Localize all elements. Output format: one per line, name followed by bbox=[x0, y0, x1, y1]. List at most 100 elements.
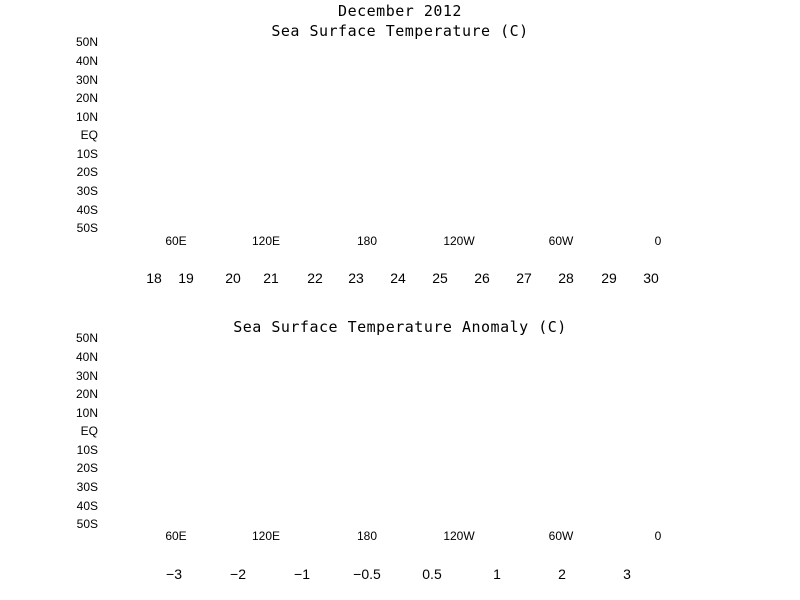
colorbar-swatch bbox=[366, 547, 433, 564]
lon-label: 0 bbox=[654, 234, 662, 248]
colorbar-swatch bbox=[440, 251, 484, 268]
colorbar-swatch bbox=[431, 547, 497, 564]
sst-band bbox=[108, 90, 691, 102]
lat-label: 50N bbox=[75, 331, 98, 345]
colorbar-label: 18 bbox=[146, 270, 162, 286]
anomaly-map bbox=[108, 336, 691, 524]
sst-band bbox=[108, 166, 691, 180]
colorbar-label: 23 bbox=[348, 270, 364, 286]
colorbar-swatch bbox=[565, 251, 609, 268]
anomaly-positive-strong bbox=[219, 342, 599, 479]
anomaly-negative-strong bbox=[150, 459, 651, 506]
anomaly-land bbox=[108, 336, 691, 524]
lat-label: 20N bbox=[75, 91, 98, 105]
lat-label: 20S bbox=[76, 165, 98, 179]
lat-label: 40S bbox=[76, 499, 98, 513]
sst-band bbox=[108, 196, 691, 228]
colorbar-swatch bbox=[107, 547, 174, 564]
colorbar-label: 1 bbox=[493, 566, 501, 582]
lon-label: 120E bbox=[251, 529, 281, 543]
colorbar-label: 20 bbox=[225, 270, 241, 286]
sst-band bbox=[108, 78, 691, 90]
colorbar-swatch bbox=[399, 251, 442, 268]
colorbar-swatch bbox=[274, 251, 317, 268]
lat-label: 20S bbox=[76, 461, 98, 475]
colorbar-label: 28 bbox=[558, 270, 574, 286]
anomaly-base bbox=[108, 336, 691, 524]
anomaly-colorbar bbox=[107, 547, 692, 564]
lat-label: EQ bbox=[80, 424, 98, 438]
sst-warm-region bbox=[115, 95, 690, 179]
colorbar-label: 0.5 bbox=[422, 566, 442, 582]
colorbar-swatch bbox=[315, 251, 359, 268]
lat-label: 30S bbox=[76, 480, 98, 494]
colorbar-swatch bbox=[357, 251, 400, 268]
lon-label: 60W bbox=[548, 529, 574, 543]
lon-label: 60E bbox=[165, 529, 187, 543]
sst-colorbar bbox=[107, 251, 692, 268]
colorbar-label: −3 bbox=[166, 566, 182, 582]
lat-label: 10S bbox=[76, 147, 98, 161]
colorbar-swatch bbox=[524, 251, 567, 268]
sst-map-frame bbox=[107, 39, 692, 229]
sst-map bbox=[108, 40, 691, 228]
lon-label: 0 bbox=[654, 529, 662, 543]
colorbar-label: 19 bbox=[178, 270, 194, 286]
sst-warm-region bbox=[640, 126, 690, 140]
anomaly-positive-land-edge bbox=[108, 338, 135, 358]
colorbar-label: 25 bbox=[432, 270, 448, 286]
lat-label: 40N bbox=[75, 54, 98, 68]
lon-label: 120W bbox=[443, 529, 475, 543]
lat-label: 30N bbox=[75, 369, 98, 383]
colorbar-label: 30 bbox=[643, 270, 659, 286]
lat-label: 50N bbox=[75, 35, 98, 49]
colorbar-label: 26 bbox=[474, 270, 490, 286]
colorbar-swatch bbox=[649, 251, 692, 268]
lat-label: 20N bbox=[75, 387, 98, 401]
colorbar-label: 29 bbox=[601, 270, 617, 286]
sst-cold-tongue bbox=[470, 139, 560, 200]
colorbar-label: 21 bbox=[263, 270, 279, 286]
sst-band bbox=[108, 40, 691, 60]
colorbar-label: −2 bbox=[230, 566, 246, 582]
lat-label: 40S bbox=[76, 203, 98, 217]
sst-warm-region bbox=[300, 122, 402, 151]
sst-band bbox=[108, 180, 691, 196]
colorbar-swatch bbox=[607, 251, 650, 268]
lon-label: 180 bbox=[356, 234, 378, 248]
colorbar-label: 3 bbox=[623, 566, 631, 582]
colorbar-swatch bbox=[561, 547, 627, 564]
sst-warm-region bbox=[120, 102, 690, 172]
lon-label: 60W bbox=[548, 234, 574, 248]
figure-date-title: December 2012 bbox=[338, 2, 462, 20]
colorbar-label: 24 bbox=[390, 270, 406, 286]
lon-label: 120E bbox=[251, 234, 281, 248]
sst-land bbox=[108, 40, 691, 228]
colorbar-swatch bbox=[302, 547, 368, 564]
colorbar-swatch bbox=[496, 547, 562, 564]
lon-label: 180 bbox=[356, 529, 378, 543]
lon-label: 120W bbox=[443, 234, 475, 248]
colorbar-swatch bbox=[625, 547, 692, 564]
lat-label: 40N bbox=[75, 350, 98, 364]
anomaly-map-frame bbox=[107, 335, 692, 525]
anomaly-ticks bbox=[104, 335, 659, 528]
sst-ticks bbox=[104, 39, 659, 232]
lat-label: 30N bbox=[75, 73, 98, 87]
lat-label: 10S bbox=[76, 443, 98, 457]
colorbar-swatch bbox=[190, 251, 234, 268]
colorbar-label: −0.5 bbox=[353, 566, 381, 582]
colorbar-label: 27 bbox=[516, 270, 532, 286]
sst-warm-region bbox=[255, 113, 440, 161]
lat-label: 10N bbox=[75, 110, 98, 124]
sst-ocean-base bbox=[108, 40, 691, 228]
colorbar-label: 2 bbox=[558, 566, 566, 582]
colorbar-label: 22 bbox=[307, 270, 323, 286]
lat-label: 30S bbox=[76, 184, 98, 198]
anomaly-positive-patches bbox=[140, 337, 690, 510]
sst-map-title: Sea Surface Temperature (C) bbox=[271, 22, 529, 40]
lon-label: 60E bbox=[165, 234, 187, 248]
anomaly-negative-patches bbox=[130, 339, 665, 518]
lat-label: EQ bbox=[80, 128, 98, 142]
